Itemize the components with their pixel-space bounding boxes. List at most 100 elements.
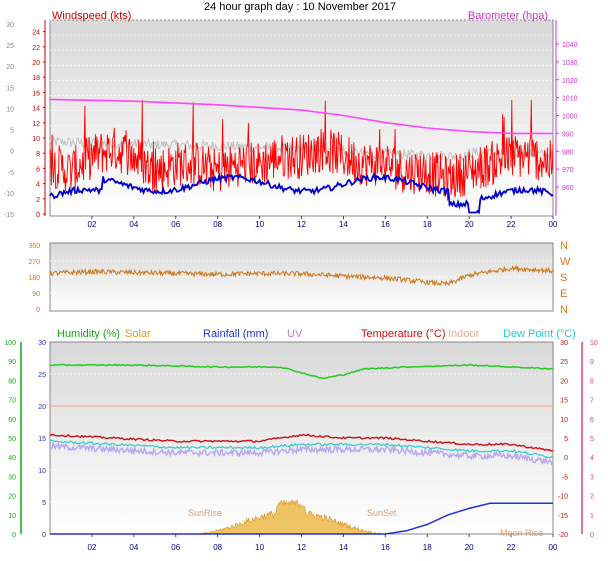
direction-tick-label: 0 [36, 307, 40, 314]
humidity-tick-label: 20 [8, 494, 16, 501]
direction-series [49, 264, 554, 287]
uv-tick-label: 3 [590, 474, 594, 481]
wind-inner-tick-label: 10 [32, 136, 40, 143]
wind-x-axis: 02 04 06 08 10 12 14 16 18 20 22 00 [87, 216, 558, 229]
temperature-tick-label: -20 [558, 532, 568, 539]
baro-tick-label: 970 [562, 167, 574, 174]
humidity-tick-label: 70 [8, 398, 16, 405]
legend-uv: UV [287, 328, 303, 340]
wind-x-tick-label: 00 [549, 220, 558, 229]
gust-series [49, 172, 554, 215]
humidity-x-tick-label: 00 [549, 543, 558, 552]
wind-outer-tick-label: 5 [10, 128, 14, 135]
wind-outer-tick-label: -10 [4, 191, 14, 198]
rainfall-tick-label: 0 [42, 532, 46, 539]
humidity-x-axis: 02 04 06 08 10 12 14 16 18 20 22 00 [87, 534, 558, 552]
rainfall-tick-label: 5 [42, 500, 46, 507]
uv-tick-label: 6 [590, 417, 594, 424]
wind-inner-tick-label: 4 [36, 182, 40, 189]
direction-compass-letter: S [560, 272, 567, 284]
wind-outer-tick-label: 0 [10, 149, 14, 156]
humidity-tick-label: 10 [8, 513, 16, 520]
wind-x-tick-label: 02 [87, 220, 96, 229]
baro-right-axis: 1040 1030 1020 1010 1000 990 980 970 960 [555, 20, 578, 216]
wind-inner-tick-label: 12 [32, 121, 40, 128]
dewpoint-series [49, 439, 554, 459]
direction-tick-label: 270 [28, 259, 40, 266]
wind-inner-tick-label: 2 [36, 197, 40, 204]
baro-tick-label: 1040 [562, 42, 578, 49]
direction-tick-label: 360 [28, 243, 40, 250]
wind-x-tick-label: 18 [423, 220, 432, 229]
rainfall-tick-label: 25 [38, 372, 46, 379]
wind-outer-tick-label: -15 [4, 212, 14, 219]
humidity-tick-label: 90 [8, 359, 16, 366]
wind-inner-tick-label: 24 [32, 30, 40, 37]
wind-series [49, 98, 554, 215]
humidity-x-tick-label: 02 [87, 543, 96, 552]
wind-outer-tick-label: 25 [6, 43, 14, 50]
wind-x-tick-label: 04 [129, 220, 138, 229]
barometer-series [49, 98, 553, 135]
baro-tick-label: 1030 [562, 60, 578, 67]
legend-dewpoint: Dew Point (°C) [503, 328, 576, 340]
humidity-x-tick-label: 16 [381, 543, 390, 552]
humidity-x-tick-label: 20 [465, 543, 474, 552]
legend-temperature: Temperature (°C) [361, 328, 445, 340]
humidity-x-tick-label: 06 [171, 543, 180, 552]
wind-left-outer-axis: 30 25 20 15 10 5 0 -5 -10 -15 [4, 22, 14, 219]
humidity-x-tick-label: 18 [423, 543, 432, 552]
uv-tick-label: 10 [590, 340, 598, 347]
baro-tick-label: 1010 [562, 96, 578, 103]
direction-compass-letter: W [560, 256, 571, 268]
humidity-series [49, 363, 554, 535]
wind-inner-tick-label: 22 [32, 45, 40, 52]
humidity-left-axis: 30 25 20 15 10 5 0 [38, 340, 46, 539]
direction-compass-letter: N [560, 304, 568, 316]
wind-x-tick-label: 06 [171, 220, 180, 229]
humidity-x-tick-label: 04 [129, 543, 138, 552]
wind-plot-area [49, 19, 554, 217]
wind-inner-tick-label: 8 [36, 151, 40, 158]
wind-inner-tick-label: 14 [32, 106, 40, 113]
humidity-tick-label: 50 [8, 436, 16, 443]
wind-x-tick-label: 12 [297, 220, 306, 229]
temperature-tick-label: 10 [560, 417, 568, 424]
temperature-tick-label: -5 [562, 474, 568, 481]
legend-indoor: Indoor [448, 328, 480, 340]
temperature-tick-label: -10 [558, 494, 568, 501]
rainfall-tick-label: 30 [38, 340, 46, 347]
uv-series [49, 441, 554, 466]
humidity-x-tick-label: 10 [255, 543, 264, 552]
baro-tick-label: 980 [562, 149, 574, 156]
baro-legend: Barometer (hpa) [468, 10, 548, 22]
humidity-panel: Humidity (%) Solar Rainfall (mm) UV Temp… [4, 328, 598, 552]
direction-tick-label: 90 [32, 291, 40, 298]
wind-x-tick-label: 14 [339, 220, 348, 229]
baro-tick-label: 1000 [562, 114, 578, 121]
wind-outer-tick-label: 30 [6, 22, 14, 29]
temperature-series [49, 433, 554, 452]
wind-x-tick-label: 08 [213, 220, 222, 229]
wind-inner-tick-label: 20 [32, 60, 40, 67]
uv-tick-label: 1 [590, 513, 594, 520]
direction-tick-label: 180 [28, 275, 40, 282]
temperature-tick-label: 0 [564, 455, 568, 462]
direction-compass-letter: E [560, 288, 567, 300]
uv-tick-label: 2 [590, 494, 594, 501]
uv-tick-label: 0 [590, 532, 594, 539]
humidity-plot-area [49, 341, 554, 535]
wind-panel: Windspeed (kts) Barometer (hpa) 30252015… [4, 10, 578, 229]
uv-tick-label: 5 [590, 436, 594, 443]
legend-humidity: Humidity (%) [57, 328, 120, 340]
wind-inner-tick-label: 18 [32, 75, 40, 82]
solar-series [192, 499, 390, 535]
legend-solar: Solar [125, 328, 151, 340]
direction-plot-area [49, 242, 554, 312]
temperature-tick-label: 30 [560, 340, 568, 347]
humidity-tick-label: 30 [8, 474, 16, 481]
grey-trend-series [49, 134, 554, 162]
rainfall-tick-label: 15 [38, 436, 46, 443]
